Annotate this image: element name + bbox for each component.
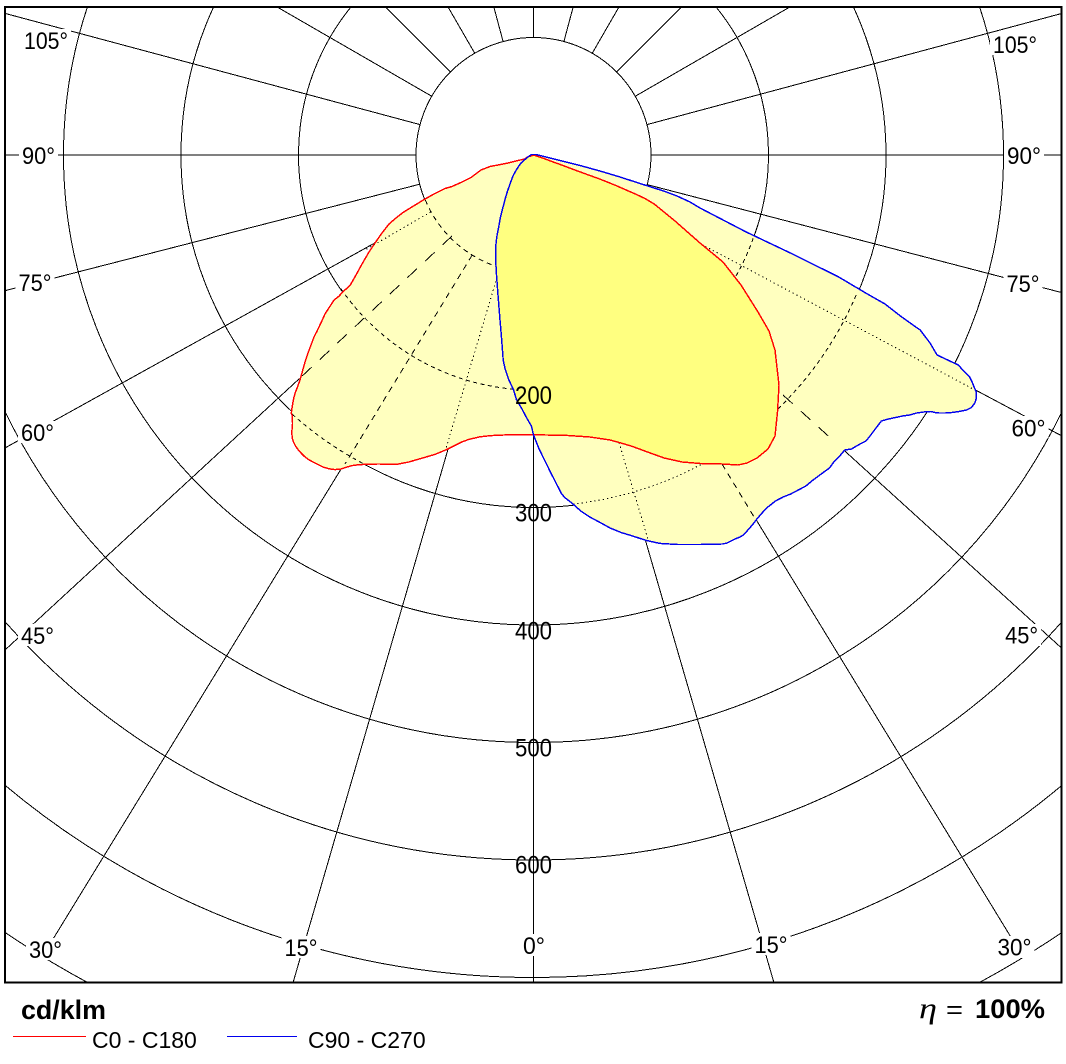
svg-text:200: 200: [515, 382, 552, 410]
svg-text:C90 - C270: C90 - C270: [308, 1027, 426, 1053]
svg-text:90°: 90°: [22, 143, 55, 170]
svg-text:60°: 60°: [1012, 416, 1046, 443]
svg-text:90°: 90°: [1007, 143, 1041, 170]
svg-text:600: 600: [515, 851, 552, 879]
svg-text:105°: 105°: [24, 28, 68, 55]
svg-text:η: η: [919, 992, 937, 1025]
svg-text:30°: 30°: [29, 937, 62, 964]
svg-text:30°: 30°: [998, 935, 1032, 962]
svg-text:400: 400: [515, 617, 552, 645]
svg-text:15°: 15°: [755, 932, 788, 959]
svg-text:60°: 60°: [21, 420, 54, 447]
svg-text:75°: 75°: [19, 270, 52, 297]
svg-text:=: =: [946, 996, 963, 1024]
svg-text:100%: 100%: [975, 994, 1045, 1024]
svg-text:45°: 45°: [21, 623, 54, 650]
svg-text:500: 500: [515, 734, 552, 762]
svg-text:300: 300: [515, 500, 552, 528]
svg-text:75°: 75°: [1007, 271, 1040, 298]
svg-text:105°: 105°: [993, 32, 1037, 59]
svg-text:C0 - C180: C0 - C180: [92, 1027, 197, 1053]
svg-text:45°: 45°: [1005, 623, 1038, 650]
svg-text:15°: 15°: [285, 935, 318, 962]
svg-text:cd/klm: cd/klm: [21, 995, 106, 1025]
svg-text:0°: 0°: [523, 933, 545, 960]
